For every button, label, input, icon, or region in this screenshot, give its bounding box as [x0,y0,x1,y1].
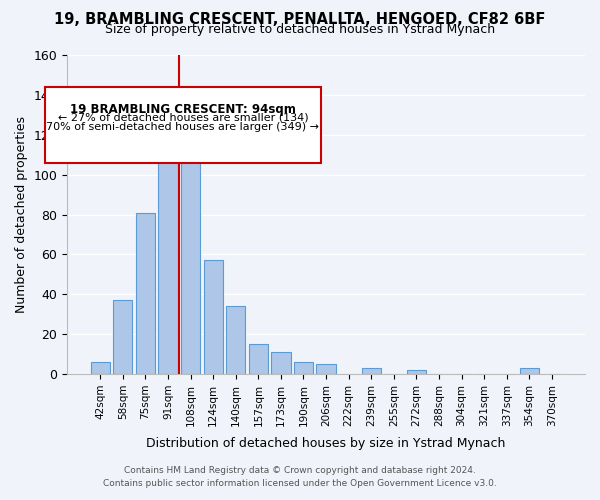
Text: Contains HM Land Registry data © Crown copyright and database right 2024.
Contai: Contains HM Land Registry data © Crown c… [103,466,497,487]
Y-axis label: Number of detached properties: Number of detached properties [15,116,28,313]
X-axis label: Distribution of detached houses by size in Ystrad Mynach: Distribution of detached houses by size … [146,437,506,450]
Text: 19 BRAMBLING CRESCENT: 94sqm: 19 BRAMBLING CRESCENT: 94sqm [70,102,296,116]
Bar [271,352,290,374]
Bar [203,260,223,374]
Text: ← 27% of detached houses are smaller (134): ← 27% of detached houses are smaller (13… [58,112,308,122]
Bar [249,344,268,374]
Bar [520,368,539,374]
Text: 70% of semi-detached houses are larger (349) →: 70% of semi-detached houses are larger (… [47,122,320,132]
Bar [91,362,110,374]
Text: 19, BRAMBLING CRESCENT, PENALLTA, HENGOED, CF82 6BF: 19, BRAMBLING CRESCENT, PENALLTA, HENGOE… [55,12,545,28]
Bar [407,370,426,374]
Bar [294,362,313,374]
Bar [226,306,245,374]
Bar [136,212,155,374]
Bar [362,368,381,374]
Bar [158,115,178,374]
Bar [181,144,200,374]
Text: Size of property relative to detached houses in Ystrad Mynach: Size of property relative to detached ho… [105,22,495,36]
Bar [113,300,133,374]
Bar [316,364,335,374]
